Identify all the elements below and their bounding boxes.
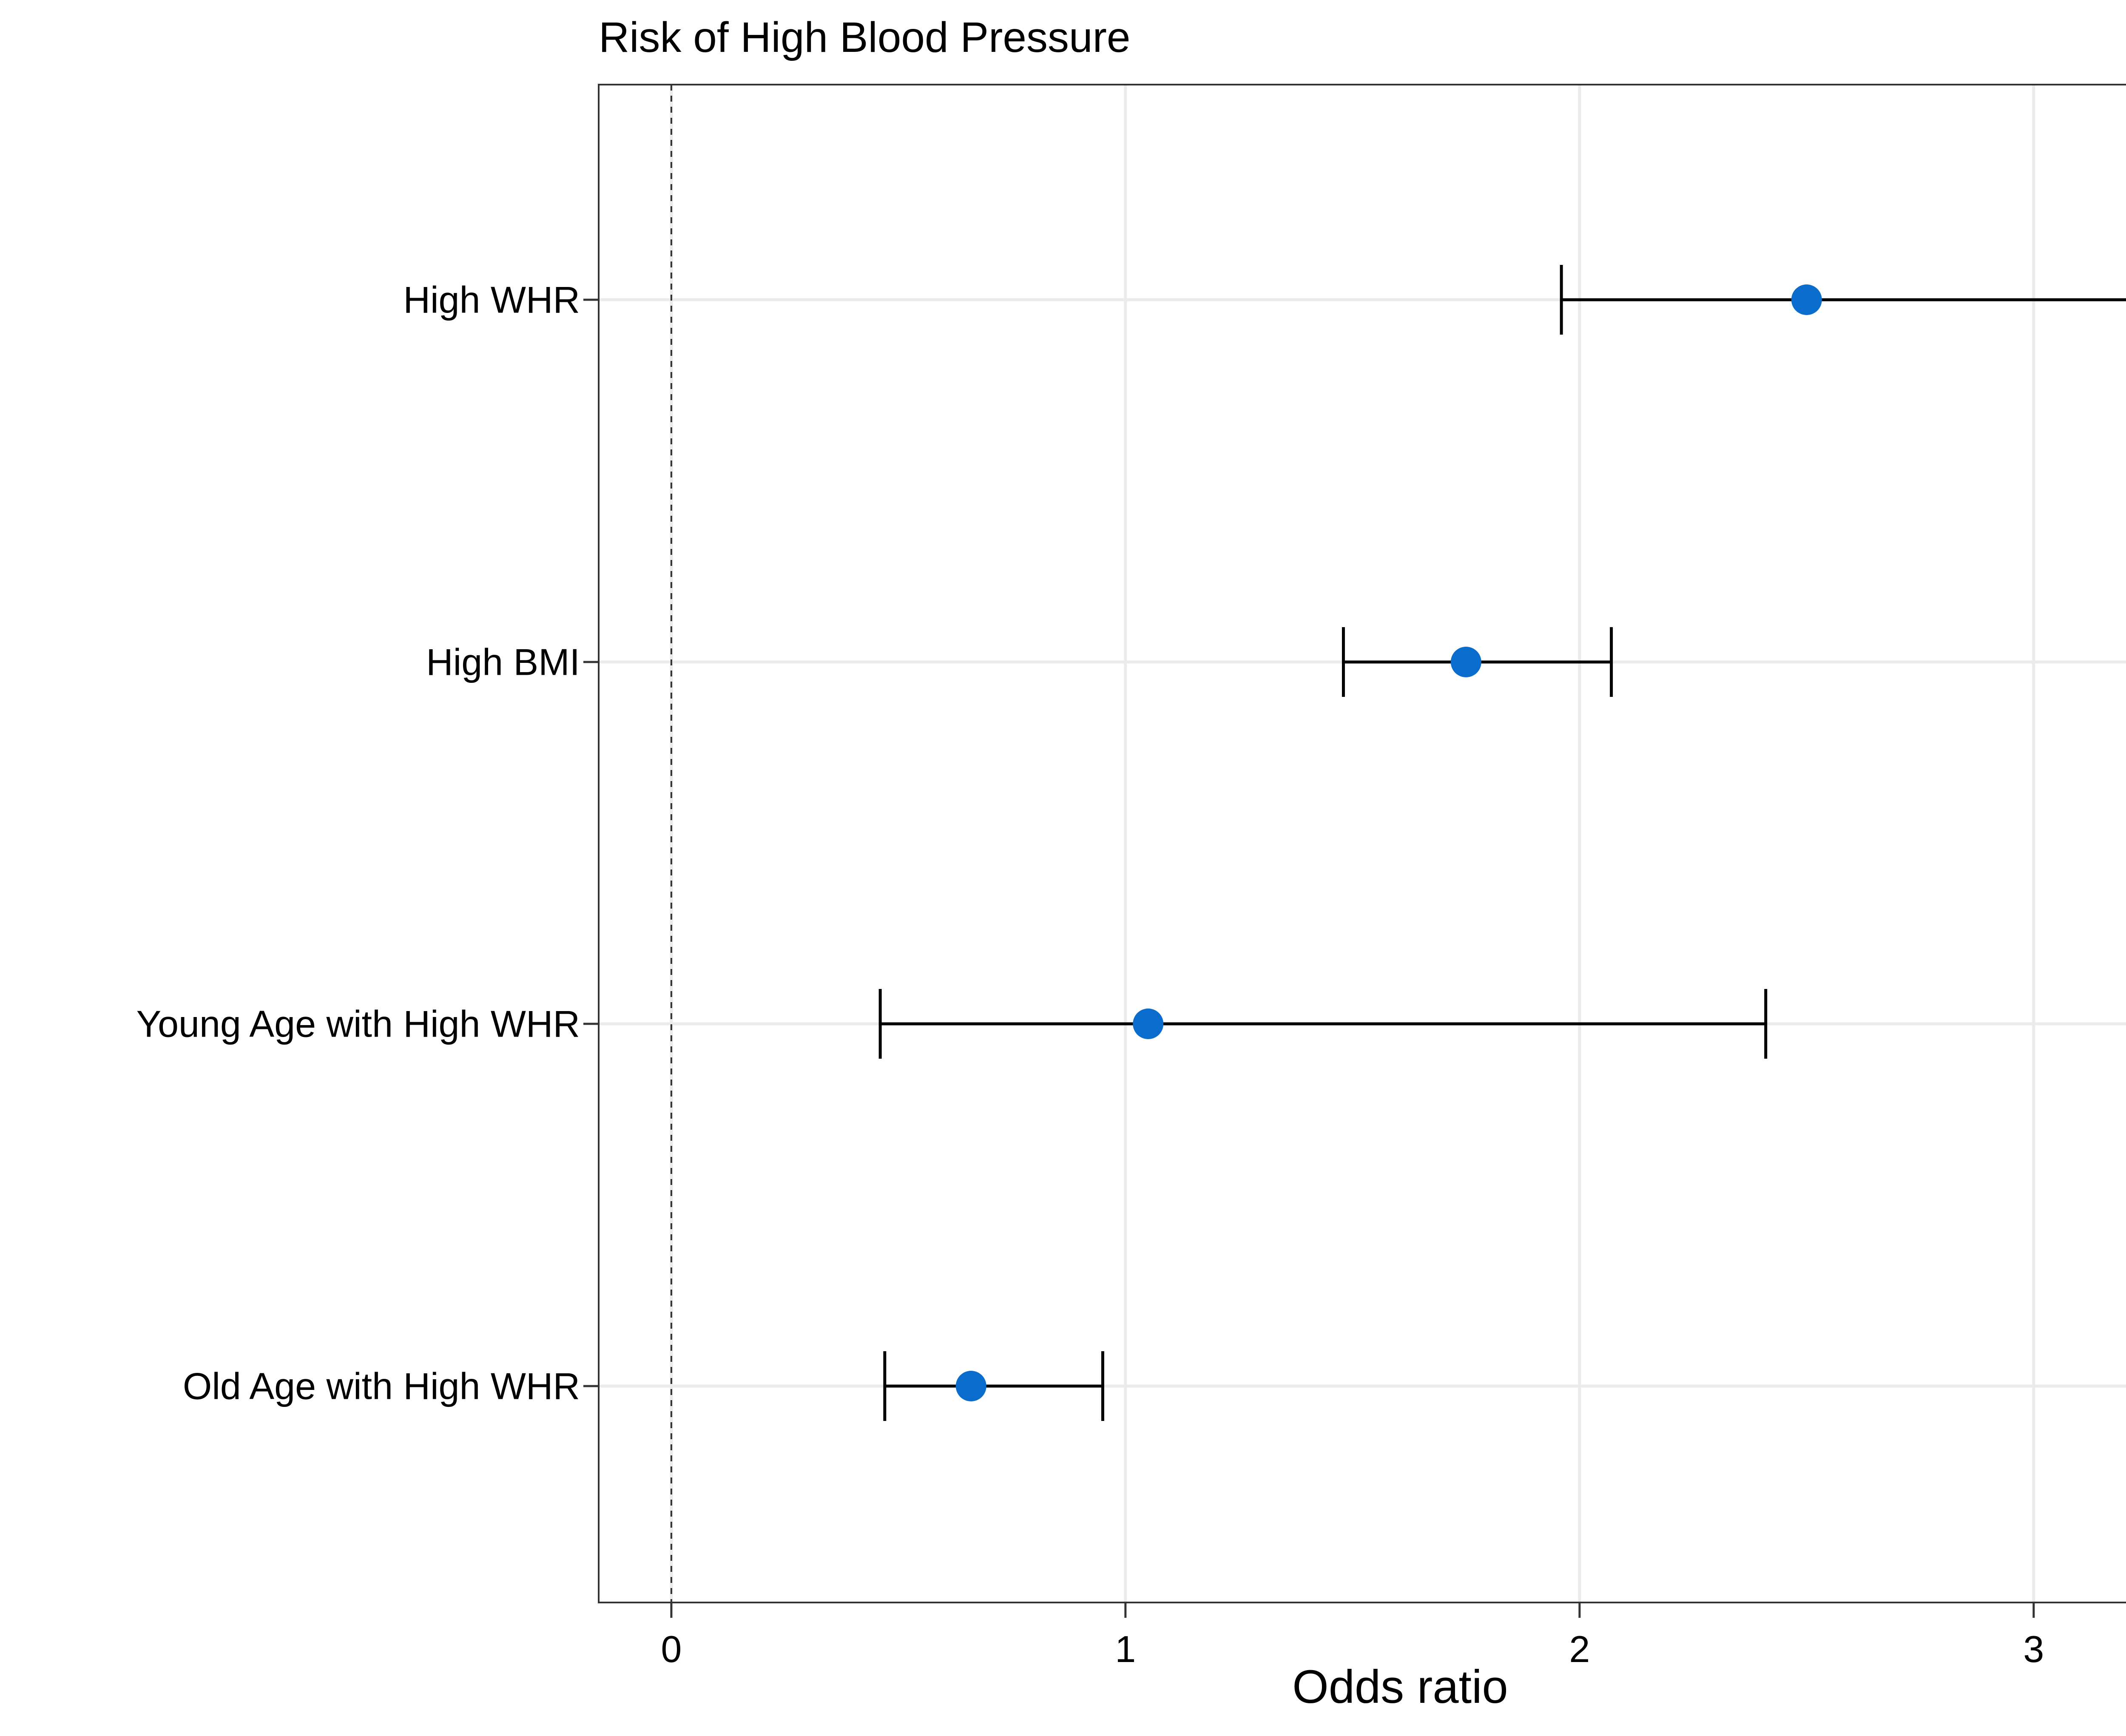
point-estimate [955,1371,986,1401]
y-tick-label: Young Age with High WHR [136,1003,580,1045]
x-tick-label: 3 [2023,1628,2044,1670]
error-bars [878,265,2126,1421]
y-tick-label: High BMI [426,641,580,683]
point-estimate [1133,1009,1164,1039]
chart-title: Risk of High Blood Pressure [599,14,1131,61]
point-estimates [955,284,1822,1401]
x-axis-title: Odds ratio [1292,1661,1508,1713]
panel-border [598,84,2126,1603]
x-tick-label: 0 [661,1628,682,1670]
x-tick-label: 2 [1569,1628,1590,1670]
y-tick-label: High WHR [403,279,580,321]
point-estimate [1450,647,1481,677]
x-axis: 0 1 2 3 [661,1602,2044,1670]
y-tick-label: Old Age with High WHR [183,1365,580,1407]
y-axis: High WHR High BMI Young Age with High WHR O… [136,279,599,1407]
x-tick-label: 1 [1115,1628,1136,1670]
point-estimate [1791,284,1822,315]
